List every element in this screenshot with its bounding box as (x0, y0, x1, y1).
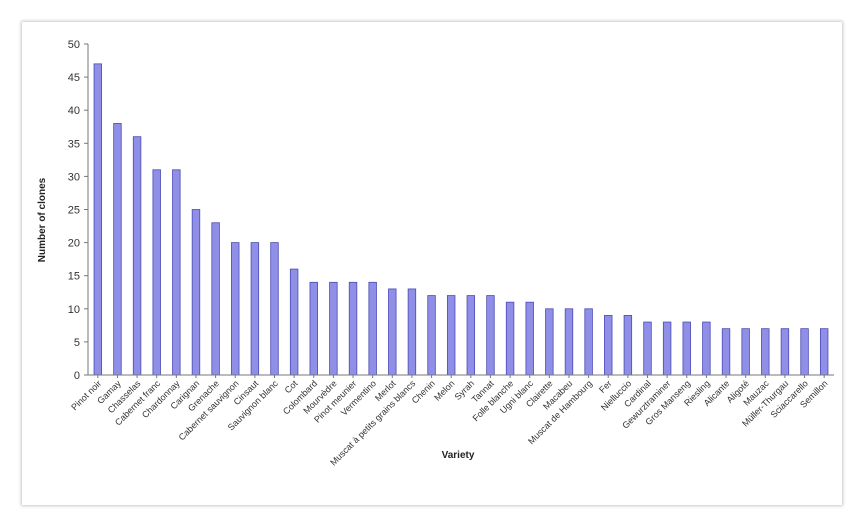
bar (584, 308, 593, 376)
bar (407, 288, 417, 376)
bar (800, 328, 809, 376)
bar (191, 209, 201, 376)
bar (643, 321, 652, 376)
bar (132, 136, 142, 376)
chart-frame: 0 5 10 15 20 25 30 35 40 45 50 Pinot noir Gamay Chass… (22, 22, 842, 505)
bar (231, 242, 240, 376)
bar (368, 281, 377, 376)
x-axis-title: Variety (442, 450, 475, 461)
bar (270, 242, 279, 376)
bar (309, 281, 318, 376)
y-tick-label: 0 (74, 370, 80, 382)
bar (545, 308, 554, 376)
bar (623, 315, 633, 376)
bar (427, 295, 436, 376)
y-tick-label: 45 (68, 72, 80, 84)
x-tick-label: Melon (432, 378, 456, 402)
y-tick-label: 10 (68, 304, 80, 316)
y-tick-label: 30 (68, 171, 80, 183)
bar (564, 308, 574, 376)
bar (505, 301, 515, 376)
bar (780, 328, 790, 376)
bar (761, 328, 770, 376)
bar (388, 288, 397, 376)
bar (211, 222, 220, 376)
y-tick-label: 25 (68, 205, 80, 217)
bar (682, 321, 691, 376)
bar (329, 281, 338, 376)
bar (819, 328, 829, 376)
bar (466, 295, 476, 376)
bar (525, 301, 534, 376)
bar (446, 295, 456, 376)
bar (604, 315, 613, 376)
bar (250, 242, 260, 376)
bar (348, 281, 358, 376)
y-tick-label: 35 (68, 138, 80, 150)
bar (172, 169, 181, 376)
bar (662, 321, 672, 376)
y-axis-title: Number of clones (37, 177, 48, 262)
bar (741, 328, 750, 376)
bar (486, 295, 495, 376)
y-tick-label: 15 (68, 271, 80, 283)
y-tick-label: 20 (68, 238, 80, 250)
bar (702, 321, 711, 376)
y-tick-label: 5 (74, 337, 80, 349)
bar (289, 268, 299, 376)
y-tick-label: 40 (68, 105, 80, 117)
bar (93, 63, 103, 376)
bar (113, 123, 122, 376)
bar (152, 169, 161, 376)
bar (721, 328, 731, 376)
y-tick-label: 50 (68, 39, 80, 51)
